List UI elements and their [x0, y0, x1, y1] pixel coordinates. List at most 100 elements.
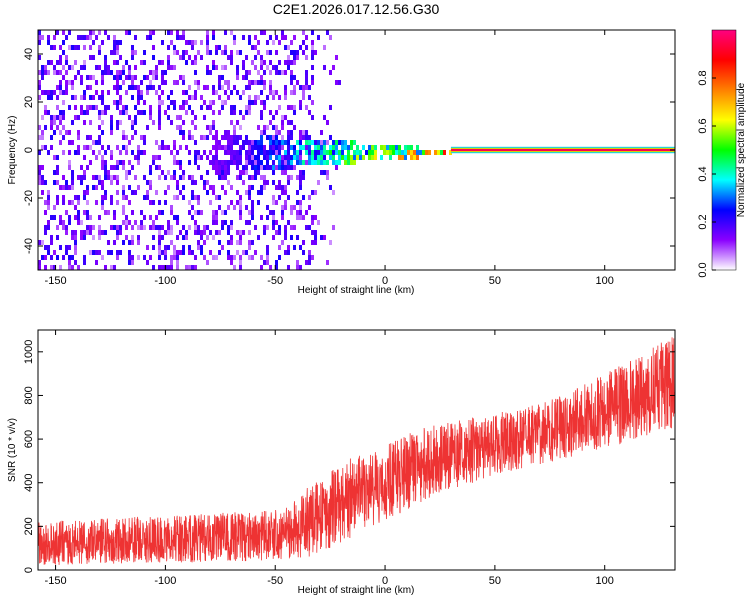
spectrogram-cell	[173, 45, 176, 50]
spectrogram-cell	[272, 135, 275, 140]
spectrogram-cell	[137, 225, 140, 230]
spectrogram-cell	[410, 155, 413, 160]
spectrogram-cell	[74, 105, 77, 110]
spectrogram-cell	[194, 265, 197, 270]
spectrogram-cell	[293, 55, 296, 60]
spectrogram-cell	[167, 230, 170, 235]
spectrogram-cell	[104, 165, 107, 170]
spectrogram-cell	[260, 255, 263, 260]
spectrogram-cell	[128, 30, 131, 35]
spectrogram-cell	[146, 125, 149, 130]
spectrogram-cell	[158, 110, 161, 115]
spectrogram-cell	[299, 215, 302, 220]
spectrogram-cell	[116, 80, 119, 85]
spectrogram-cell	[188, 265, 191, 270]
spectrogram-cell	[152, 70, 155, 75]
colorbar-tick-label: 0.6	[697, 118, 709, 133]
spectrogram-cell	[182, 55, 185, 60]
spectrogram-cell	[74, 260, 77, 265]
spectrogram-cell	[203, 185, 206, 190]
spectrogram-cell	[116, 50, 119, 55]
spectrogram-cell	[197, 80, 200, 85]
spectrogram-cell	[254, 155, 257, 160]
spectrogram-cell	[47, 95, 50, 100]
spectrogram-cell	[221, 85, 224, 90]
spectrogram-cell	[230, 140, 233, 145]
spectrogram-cell	[110, 225, 113, 230]
spectrogram-cell	[266, 150, 269, 155]
spectrogram-cell	[422, 150, 425, 155]
spectrogram-cell	[101, 40, 104, 45]
spectrogram-cell	[257, 80, 260, 85]
spectrogram-cell	[116, 45, 119, 50]
spectrogram-cell	[221, 225, 224, 230]
spectrogram-cell	[224, 50, 227, 55]
spectrogram-cell	[212, 60, 215, 65]
spectrogram-cell	[188, 135, 191, 140]
spectrogram-cell	[170, 30, 173, 35]
spectrogram-cell	[218, 75, 221, 80]
spectrogram-cell	[206, 70, 209, 75]
spectrogram-cell	[182, 130, 185, 135]
spectrogram-cell	[173, 255, 176, 260]
spectrogram-cell	[254, 140, 257, 145]
spectrogram-cell	[317, 150, 320, 155]
spectrogram-cell	[353, 150, 356, 155]
spectrogram-cell	[140, 80, 143, 85]
spectrogram-cell	[323, 45, 326, 50]
spectrogram-cell	[179, 105, 182, 110]
spectrogram-cell	[350, 145, 353, 150]
spectrogram-cell	[275, 70, 278, 75]
spectrogram-cell	[257, 40, 260, 45]
spectrogram-cell	[329, 240, 332, 245]
spectrogram-cell	[62, 50, 65, 55]
spectrogram-cell	[170, 210, 173, 215]
spectrogram-cell	[101, 145, 104, 150]
spectrogram-cell	[290, 135, 293, 140]
spectrogram-cell	[275, 165, 278, 170]
spectrogram-cell	[248, 40, 251, 45]
spectrogram-cell	[44, 145, 47, 150]
spectrogram-cell	[254, 250, 257, 255]
spectrogram-cell	[209, 200, 212, 205]
spectrogram-cell	[323, 160, 326, 165]
spectrogram-cell	[170, 90, 173, 95]
spectrogram-cell	[155, 190, 158, 195]
spectrogram-cell	[71, 200, 74, 205]
spectrogram-cell	[122, 145, 125, 150]
spectrogram-cell	[179, 165, 182, 170]
spectrogram-cell	[71, 65, 74, 70]
spectrogram-cell	[326, 170, 329, 175]
spectrogram-cell	[287, 140, 290, 145]
spectrogram-cell	[260, 165, 263, 170]
spectrogram-cell	[320, 150, 323, 155]
spectrogram-cell	[158, 225, 161, 230]
spectrogram-cell	[311, 255, 314, 260]
spectrogram-cell	[170, 265, 173, 270]
spectrogram-cell	[125, 150, 128, 155]
spectrogram-cell	[398, 150, 401, 155]
spectrogram-cell	[158, 155, 161, 160]
spectrogram-cell	[113, 175, 116, 180]
spectrogram-cell	[77, 200, 80, 205]
spectrogram-cell	[53, 205, 56, 210]
spectrogram-cell	[158, 95, 161, 100]
spectrogram-cell	[308, 195, 311, 200]
spectrogram-cell	[86, 225, 89, 230]
spectrogram-cell	[83, 120, 86, 125]
spectrogram-cell	[266, 40, 269, 45]
spectrogram-cell	[350, 155, 353, 160]
spectrogram-cell	[227, 145, 230, 150]
spectrogram-cell	[230, 30, 233, 35]
spectrogram-cell	[383, 150, 386, 155]
spectrogram-cell	[296, 235, 299, 240]
spectrogram-cell	[278, 140, 281, 145]
spectrogram-cell	[185, 230, 188, 235]
spectrogram-cell	[263, 30, 266, 35]
spectrogram-cell	[278, 105, 281, 110]
spectrogram-cell	[110, 125, 113, 130]
spectrogram-cell	[101, 155, 104, 160]
spectrogram-cell	[416, 145, 419, 150]
spectrogram-cell	[128, 240, 131, 245]
spectrogram-cell	[239, 235, 242, 240]
